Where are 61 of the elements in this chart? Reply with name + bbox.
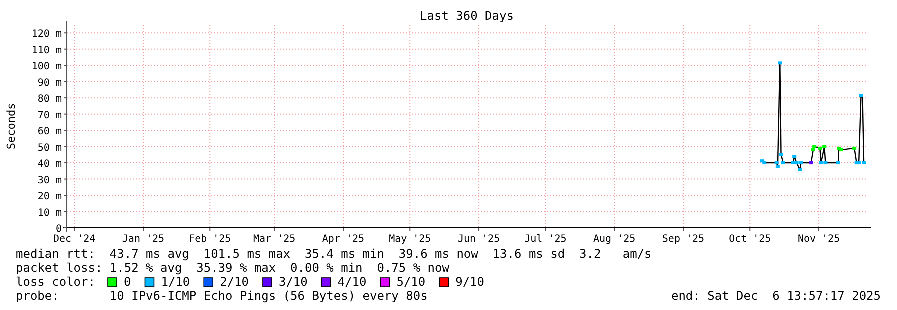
x-tick-label: Nov '25 xyxy=(798,234,840,245)
x-tick-label: Aug '25 xyxy=(594,234,636,245)
legend-label: 4/10 xyxy=(338,275,367,289)
legend-label: 5/10 xyxy=(396,275,426,289)
point xyxy=(822,145,827,148)
y-tick-label: 50 m xyxy=(38,142,62,154)
x-tick-label: Jan '25 xyxy=(122,234,165,245)
text: packet loss: 1.52 % avg 35.39 % max 0.00 % min 0.75 % now xyxy=(16,261,450,275)
y-tick-label: 120 m xyxy=(32,29,62,40)
x-tick-label: Sep '25 xyxy=(662,234,705,245)
y-tick-label: 40 m xyxy=(38,159,62,170)
y-tick-label: 0 xyxy=(56,224,62,235)
y-tick-label: 110 m xyxy=(32,45,62,56)
x-tick-label: Apr '25 xyxy=(322,234,365,245)
point xyxy=(811,148,816,152)
y-tick-label: 60 m xyxy=(38,126,62,138)
y-axis-title: Seconds xyxy=(5,103,18,150)
x-tick-label: Jul '25 xyxy=(524,234,567,245)
point xyxy=(809,162,814,165)
legend-title: loss color: xyxy=(16,275,96,289)
chart-title: Last 360 Days xyxy=(420,9,514,23)
x-tick-label: May '25 xyxy=(389,234,432,245)
point xyxy=(774,162,779,165)
y-tick-label: 70 m xyxy=(38,110,62,122)
point xyxy=(762,162,767,165)
point xyxy=(819,162,824,165)
y-tick-label: 10 m xyxy=(38,208,62,219)
point xyxy=(781,162,786,165)
y-tick-label: 80 m xyxy=(38,94,62,106)
x-tick-label: Jun '25 xyxy=(458,234,500,245)
legend-label: 3/10 xyxy=(278,275,308,289)
point xyxy=(857,162,862,165)
y-tick-label: 90 m xyxy=(38,78,62,89)
point xyxy=(859,94,864,98)
point xyxy=(818,146,822,150)
x-tick-label: Mar '25 xyxy=(254,234,296,245)
x-tick-label: Oct '25 xyxy=(729,234,772,245)
y-tick-label: 100 m xyxy=(32,62,62,73)
point xyxy=(836,162,840,165)
text: probe: 10 IPv6-ICMP Echo Pings (56 Bytes) every 80s xyxy=(16,289,428,303)
point xyxy=(776,165,780,168)
point xyxy=(824,162,828,165)
text: median rtt: 43.7 ms avg 101.5 ms max 35.4 ms min 39.6 ms now 13.6 ms sd 3.2 am/s xyxy=(16,247,652,261)
point xyxy=(778,62,782,65)
y-tick-label: 20 m xyxy=(38,192,62,203)
legend-label: 9/10 xyxy=(456,275,485,289)
legend-label: 1/10 xyxy=(161,275,190,289)
point xyxy=(779,153,784,156)
point xyxy=(798,168,802,172)
point xyxy=(812,145,817,148)
point xyxy=(852,146,857,150)
legend-label: 0 xyxy=(124,275,132,289)
text: end: Sat Dec 6 13:57:17 2025 xyxy=(671,289,881,303)
y-tick-label: 30 m xyxy=(38,175,62,186)
x-tick-label: Dec '24 xyxy=(54,234,96,245)
point xyxy=(862,162,866,165)
point xyxy=(792,155,797,158)
point xyxy=(794,162,799,165)
x-tick-label: Feb '25 xyxy=(189,234,232,245)
point xyxy=(799,162,804,165)
legend-label: 2/10 xyxy=(220,275,250,289)
